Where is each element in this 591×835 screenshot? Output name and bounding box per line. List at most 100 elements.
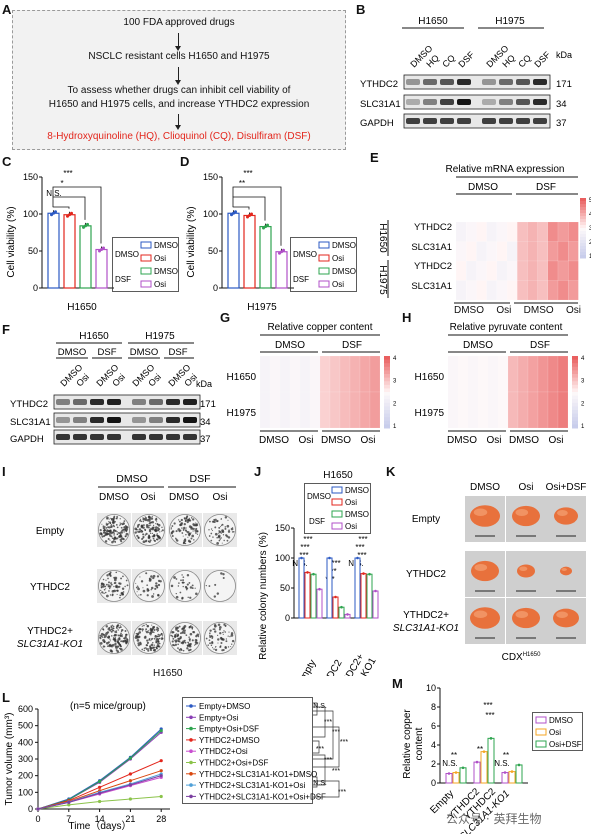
- colony: [153, 644, 155, 646]
- chart-c-ylabel: Cell viability (%): [6, 206, 17, 277]
- blot-b-row-ythdc2: YTHDC2: [360, 79, 398, 90]
- blot-band: [166, 417, 180, 423]
- chart-c-ytick-50: 50: [28, 246, 38, 256]
- colony: [141, 530, 143, 532]
- colony: [149, 524, 152, 526]
- colony: [148, 520, 151, 523]
- colony: [150, 532, 152, 534]
- legend-l-item-3: Empty+Osi+DSF: [199, 725, 259, 734]
- colony: [139, 636, 141, 638]
- colony: [103, 592, 105, 595]
- colony: [150, 634, 152, 636]
- colony: [186, 521, 189, 524]
- colony: [109, 640, 111, 642]
- colony: [141, 630, 143, 632]
- colony: [124, 528, 126, 530]
- chart-m-ytick-0: 0: [431, 778, 436, 788]
- blot-band: [533, 118, 547, 124]
- blot-band: [149, 434, 163, 440]
- heatmap-e-cell: [568, 241, 579, 262]
- colony: [196, 533, 199, 535]
- colony: [146, 518, 150, 522]
- chart-c-sig-bracket: [52, 196, 86, 220]
- colony: [150, 517, 154, 520]
- colony: [116, 524, 118, 526]
- legend-d-item-3: DMSO: [332, 267, 356, 276]
- blot-b-lane-3: CQ: [440, 53, 457, 70]
- colony: [211, 640, 214, 643]
- blot-band: [440, 99, 454, 105]
- tumor: [560, 566, 572, 576]
- colony: [110, 535, 113, 538]
- colony: [113, 576, 116, 579]
- heatmap-e-cell: [547, 260, 559, 281]
- chart-j-ytick-0: 0: [285, 613, 290, 623]
- heatmap-g-col-1: DMSO: [259, 435, 289, 446]
- colony: [149, 647, 152, 650]
- chart-m-ytick-6: 6: [431, 721, 436, 731]
- legend-l-sig-8: N.S.: [313, 780, 327, 787]
- blot-f-group-h1650: H1650: [79, 331, 109, 342]
- colony: [152, 642, 154, 644]
- western-blot-b: H1650 H1975 DMSO HQ CQ DSF DMSO HQ CQ DS…: [360, 16, 572, 129]
- legend-m-item-2: Osi: [549, 728, 561, 737]
- chart-l-ytick-label: 300: [18, 754, 33, 764]
- colony: [208, 535, 211, 537]
- colony: [119, 525, 121, 527]
- heatmap-g-cell: [269, 391, 281, 429]
- colony: [115, 517, 117, 520]
- colony: [182, 541, 186, 545]
- chart-d-point: [250, 212, 253, 216]
- colony: [220, 537, 222, 539]
- heatmap-h-col-3: DMSO: [509, 435, 539, 446]
- colony: [214, 583, 217, 586]
- colony: [157, 638, 160, 641]
- colony: [186, 517, 188, 519]
- colony: [119, 594, 121, 596]
- heatmap-h-title: Relative pyruvate content: [450, 322, 563, 333]
- colony: [220, 518, 222, 520]
- heatmap-e-col-2: Osi: [496, 305, 512, 316]
- chart-l-point: [128, 797, 132, 801]
- heatmap-h-colorbar-step: [572, 366, 578, 371]
- colony: [214, 526, 217, 529]
- chart-j-sig-3: ***: [299, 551, 308, 560]
- colony: [177, 643, 179, 646]
- legend-c-item-1: DMSO: [154, 241, 178, 250]
- colony: [142, 517, 146, 521]
- colony: [135, 586, 138, 589]
- heatmap-e-cell: [496, 221, 508, 242]
- heatmap-g-colorbar-step: [384, 363, 390, 368]
- colony: [137, 642, 140, 645]
- colony: [102, 638, 105, 642]
- legend-j-group-dmso: DMSO: [307, 492, 331, 501]
- colony: [101, 584, 105, 588]
- colony: [172, 643, 175, 647]
- colony: [144, 516, 146, 518]
- flow-step-3b: H1650 and H1975 cells, and increase YTHD…: [48, 99, 310, 110]
- colony: [157, 633, 160, 636]
- heatmap-e-title: Relative mRNA expression: [446, 164, 565, 175]
- colony: [139, 576, 141, 578]
- colony: [187, 539, 191, 543]
- heatmap-e-colorbar-step: [580, 228, 586, 232]
- colony: [102, 636, 104, 638]
- blot-band: [149, 399, 163, 405]
- chart-j-point: [318, 587, 321, 591]
- colony: [217, 623, 221, 626]
- heatmap-e-cells: [455, 221, 579, 301]
- heatmap-e-cell: [547, 241, 559, 262]
- colony: [208, 585, 211, 587]
- chart-d-point: [266, 223, 269, 227]
- chart-d-sig-bracket: [232, 206, 250, 210]
- legend-l-item-9: YTHDC2+SLC31A1-KO1+Osi+DSF: [199, 792, 326, 801]
- heatmap-g-colorbar-step: [384, 359, 390, 364]
- tumor-k-col-osi-dsf: Osi+DSF: [546, 482, 587, 493]
- colony: [138, 523, 141, 526]
- colony: [170, 584, 174, 588]
- colony: [192, 630, 196, 634]
- colony: [116, 628, 118, 630]
- heatmap-e-colorbar-step: [580, 219, 586, 223]
- chart-j-point: [340, 605, 343, 609]
- colony: [122, 522, 125, 525]
